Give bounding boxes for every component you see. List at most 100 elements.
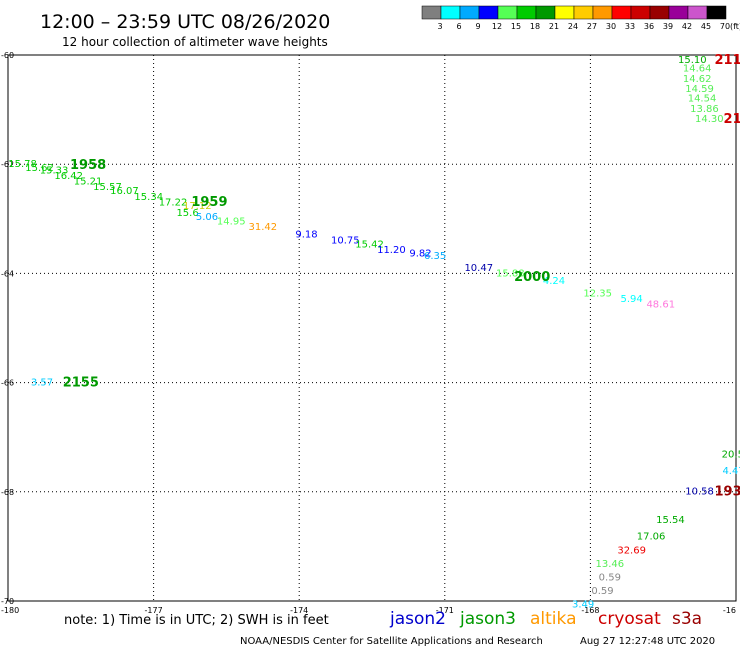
wave-height-label: 15.6	[176, 208, 198, 219]
legend-label: 12	[492, 22, 502, 31]
wave-height-label: 32.69	[617, 546, 646, 557]
wave-height-label: 16.07	[110, 186, 139, 197]
legend-swatch	[535, 5, 556, 20]
wave-height-label: 14.30	[695, 114, 724, 125]
wave-height-label: 15.88	[496, 268, 525, 279]
wave-height-label: 20.54	[722, 450, 740, 461]
legend-label: 33	[625, 22, 635, 31]
timestamp: Aug 27 12:27:48 UTC 2020	[580, 636, 715, 647]
wave-height-label: 48.61	[646, 299, 675, 310]
satellite-name: cryosat	[598, 609, 661, 629]
wave-height-label: 16.42	[54, 171, 83, 182]
wave-height-values: 15.7815.6215.3316.4215.2115.5716.0715.34…	[8, 55, 740, 611]
wave-height-label: 14.59	[685, 84, 714, 95]
pass-time-label: 2117	[715, 53, 740, 68]
legend-label: 9	[475, 22, 480, 31]
legend-label: 18	[530, 22, 540, 31]
wave-height-label: 14.54	[688, 94, 717, 105]
wave-height-label: 17.22	[159, 197, 188, 208]
legend-swatch	[497, 5, 518, 20]
wave-height-label: 3.57	[31, 378, 53, 389]
page-subtitle: 12 hour collection of altimeter wave hei…	[62, 35, 328, 49]
legend-label: 27	[587, 22, 597, 31]
pass-time-label: 1958	[70, 158, 106, 173]
satellite-name: altika	[530, 609, 577, 629]
pass-time-labels: 1958 1959 2000 2155 2117 21 1938	[63, 53, 740, 500]
satellite-name: s3a	[672, 609, 702, 629]
wave-height-label: 11.20	[377, 245, 406, 256]
wave-height-label: 0.59	[591, 586, 613, 597]
legend-label: 70	[720, 22, 730, 31]
legend-swatch	[421, 5, 442, 20]
legend-swatch	[573, 5, 594, 20]
legend-swatch	[687, 5, 708, 20]
legend-label: 24	[568, 22, 578, 31]
pass-time-label: 2155	[63, 376, 99, 391]
legend-unit: (ft)	[730, 22, 740, 31]
grid-lines	[8, 55, 736, 601]
legend-swatch	[440, 5, 461, 20]
wave-height-label: 12.35	[583, 289, 612, 300]
wave-height-label: 3.49	[572, 600, 594, 611]
legend-swatch	[554, 5, 575, 20]
legend-label: 36	[644, 22, 654, 31]
wave-height-label: 15.57	[93, 182, 122, 193]
satellite-name: jason3	[459, 609, 516, 629]
y-tick-label: -66	[1, 379, 14, 388]
wave-height-label: 10.47	[464, 263, 493, 274]
legend-swatch	[459, 5, 480, 20]
credit-line: NOAA/NESDIS Center for Satellite Applica…	[240, 636, 543, 647]
wave-height-label: 5.94	[621, 294, 643, 305]
x-tick-label: -174	[290, 606, 308, 615]
wave-height-label: 10.58	[685, 487, 714, 498]
legend-swatch	[592, 5, 613, 20]
legend-swatch	[649, 5, 670, 20]
legend-label: 42	[682, 22, 692, 31]
wave-height-label: 17.12	[183, 201, 212, 212]
pass-time-label: 1959	[191, 195, 227, 210]
x-tick-label: -177	[145, 606, 163, 615]
x-tick-label: -171	[436, 606, 454, 615]
satellite-name: jason2	[389, 609, 446, 629]
plot-frame	[7, 54, 737, 602]
legend-label: 15	[511, 22, 521, 31]
wave-height-label: 13.46	[595, 559, 624, 570]
wave-height-label: 15.42	[355, 239, 384, 250]
wave-height-label: 17.06	[637, 531, 666, 542]
wave-height-label: 14.62	[683, 74, 712, 85]
legend-swatch	[630, 5, 651, 20]
wave-height-label: 15.21	[74, 177, 103, 188]
legend-label: 45	[701, 22, 711, 31]
wave-height-label: 14.95	[217, 216, 246, 227]
x-tick-label: -16	[723, 606, 736, 615]
wave-height-label: 15.78	[8, 159, 37, 170]
x-tick-label: -180	[1, 606, 19, 615]
wave-height-label: 13.86	[690, 104, 719, 115]
wave-height-label: 6.35	[424, 251, 446, 262]
wave-height-label: 9.82	[409, 249, 431, 260]
legend-label: 21	[549, 22, 559, 31]
y-tick-label: -60	[1, 51, 14, 60]
legend-label: 3	[437, 22, 442, 31]
x-axis-ticks: -180 -177 -174 -171 -168 -16	[1, 606, 736, 615]
legend-swatch	[478, 5, 499, 20]
legend-swatch	[706, 5, 727, 20]
wave-height-label: 5.06	[196, 212, 218, 223]
legend-swatch	[516, 5, 537, 20]
wave-height-label: 15.34	[134, 192, 163, 203]
wave-height-label: 15.10	[678, 55, 707, 66]
wave-height-label: 15.62	[25, 163, 54, 174]
pass-time-label: 21	[724, 112, 740, 127]
legend-swatch	[611, 5, 632, 20]
y-tick-label: -64	[1, 269, 14, 278]
wave-height-label: 15.54	[656, 515, 685, 526]
wave-height-label: 9.18	[295, 230, 317, 241]
wave-height-label: 0.59	[599, 572, 621, 583]
y-tick-label: -70	[1, 597, 14, 606]
wave-height-label: 31.42	[248, 222, 277, 233]
wave-height-label: 15.33	[40, 166, 69, 177]
x-tick-label: -168	[581, 606, 599, 615]
